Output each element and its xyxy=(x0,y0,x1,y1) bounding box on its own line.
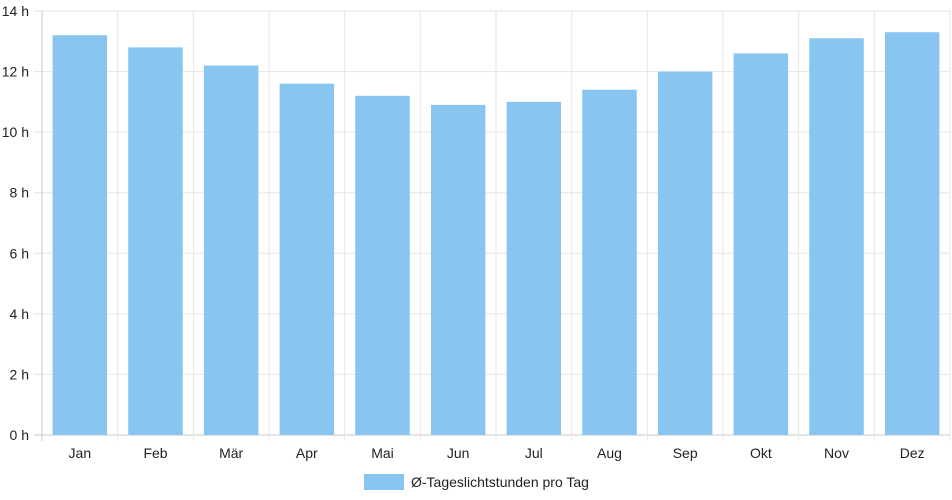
bars xyxy=(52,32,940,436)
x-tick-label: Okt xyxy=(750,445,772,461)
bar-nov[interactable] xyxy=(809,38,864,435)
bar-jun[interactable] xyxy=(430,104,486,435)
y-axis: 0 h 2 h 4 h 6 h 8 h 10 h 12 h 14 h xyxy=(2,3,29,443)
x-tick-label: Mai xyxy=(371,445,394,461)
x-tick-label: Feb xyxy=(143,445,167,461)
x-tick-label: Jul xyxy=(525,445,543,461)
x-tick-label: Dez xyxy=(900,445,925,461)
bar-jul[interactable] xyxy=(506,101,562,435)
bar-aug[interactable] xyxy=(582,89,637,435)
bar-jan[interactable] xyxy=(52,35,108,435)
x-tick-label: Mär xyxy=(219,445,243,461)
x-tick-label: Apr xyxy=(296,445,318,461)
grid-lines xyxy=(34,10,951,441)
bar-dez[interactable] xyxy=(884,32,940,435)
x-tick-label: Aug xyxy=(597,445,622,461)
y-tick-label: 8 h xyxy=(10,185,29,201)
x-tick-label: Sep xyxy=(673,445,698,461)
legend-swatch xyxy=(364,474,404,490)
x-axis: Jan Feb Mär Apr Mai Jun Jul Aug Sep Okt Nov Dez xyxy=(69,445,925,461)
legend-label: Ø-Tageslichtstunden pro Tag xyxy=(411,474,589,490)
bar-okt[interactable] xyxy=(733,53,789,436)
x-tick-label: Jan xyxy=(69,445,92,461)
bar-apr[interactable] xyxy=(279,83,335,435)
bar-mai[interactable] xyxy=(355,95,410,436)
legend[interactable]: Ø-Tageslichtstunden pro Tag xyxy=(364,474,589,490)
x-tick-label: Nov xyxy=(824,445,849,461)
bar-feb[interactable] xyxy=(128,47,183,435)
x-tick-label: Jun xyxy=(447,445,470,461)
y-tick-label: 2 h xyxy=(10,366,29,382)
bar-sep[interactable] xyxy=(657,71,713,436)
y-tick-label: 4 h xyxy=(10,306,29,322)
y-tick-label: 6 h xyxy=(10,245,29,261)
y-tick-label: 12 h xyxy=(2,64,29,80)
y-tick-label: 10 h xyxy=(2,124,29,140)
bar-mär[interactable] xyxy=(203,65,259,435)
y-tick-label: 0 h xyxy=(10,427,29,443)
y-tick-label: 14 h xyxy=(2,3,29,19)
